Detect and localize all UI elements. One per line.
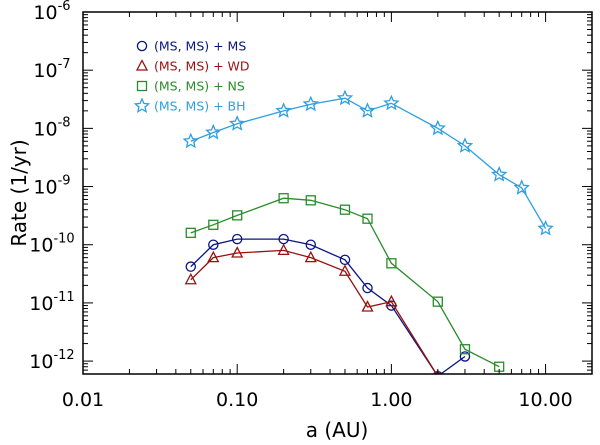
y-tick-label: 10-7 bbox=[33, 57, 70, 82]
x-axis-title: a (AU) bbox=[306, 418, 369, 442]
legend-label: (MS, MS) + NS bbox=[154, 79, 245, 94]
data-point-star bbox=[336, 89, 354, 106]
x-tick-label: 10.00 bbox=[518, 389, 572, 411]
plot-frame bbox=[82, 11, 593, 375]
legend-label: (MS, MS) + BH bbox=[154, 99, 246, 114]
data-point-triangle bbox=[277, 243, 290, 256]
data-point-star bbox=[182, 132, 200, 149]
data-point-star bbox=[383, 94, 400, 111]
data-point-star bbox=[228, 115, 246, 131]
data-point-star bbox=[429, 119, 447, 136]
data-point-triangle bbox=[385, 294, 398, 307]
y-tick-label: 10-10 bbox=[29, 232, 74, 257]
legend-label: (MS, MS) + MS bbox=[154, 39, 246, 54]
series-line bbox=[190, 97, 547, 229]
legend-item: (MS, MS) + MS bbox=[136, 39, 246, 54]
y-tick-labels: 10-12 10-11 10-10 10-9 10-8 10-7 10-6 bbox=[29, 0, 74, 373]
data-point-circle bbox=[362, 282, 373, 294]
data-point-circle bbox=[208, 239, 219, 250]
data-point-triangle bbox=[231, 246, 244, 258]
data-point-star bbox=[205, 123, 222, 140]
series bbox=[185, 193, 505, 372]
data-point-triangle bbox=[361, 300, 374, 312]
y-tick-label: 10-12 bbox=[29, 348, 74, 373]
x-tick-label: 1.00 bbox=[370, 389, 412, 411]
data-point-star bbox=[133, 97, 151, 114]
legend-item: (MS, MS) + BH bbox=[133, 97, 246, 114]
data-point-square bbox=[362, 213, 373, 224]
data-point-square bbox=[432, 296, 443, 307]
data-point-square bbox=[185, 227, 196, 239]
legend: (MS, MS) + MS (MS, MS) + WD (MS, MS) + NS (… bbox=[133, 39, 250, 114]
data-point-triangle bbox=[304, 250, 317, 263]
series bbox=[185, 233, 471, 374]
series bbox=[184, 243, 441, 374]
series-layer bbox=[182, 89, 554, 374]
y-axis-title: Rate (1/yr) bbox=[7, 139, 31, 246]
data-point-star bbox=[513, 179, 530, 195]
data-point-square bbox=[208, 219, 219, 230]
series-line bbox=[190, 197, 500, 368]
data-point-circle bbox=[231, 233, 243, 245]
data-point-triangle bbox=[135, 59, 149, 71]
data-point-star bbox=[302, 95, 319, 112]
data-point-star bbox=[456, 137, 474, 153]
y-tick-label: 10-8 bbox=[33, 115, 70, 140]
x-tick-label: 0.01 bbox=[62, 389, 104, 411]
data-point-square bbox=[278, 193, 289, 204]
y-tick-label: 10-6 bbox=[33, 0, 70, 24]
data-point-triangle bbox=[207, 250, 220, 263]
data-point-star bbox=[275, 102, 292, 118]
y-tick-label: 10-9 bbox=[33, 174, 70, 199]
data-point-star bbox=[490, 166, 508, 182]
legend-item: (MS, MS) + WD bbox=[135, 59, 250, 74]
data-point-triangle bbox=[338, 264, 352, 276]
data-point-square bbox=[386, 258, 397, 269]
data-point-star bbox=[359, 102, 376, 118]
data-point-triangle bbox=[184, 272, 197, 285]
series-line bbox=[190, 249, 438, 374]
data-point-square bbox=[232, 210, 243, 221]
ticks-layer bbox=[82, 11, 593, 375]
data-point-square bbox=[459, 344, 471, 355]
x-tick-labels: 0.01 0.10 1.00 10.00 bbox=[62, 389, 573, 411]
legend-label: (MS, MS) + WD bbox=[154, 59, 250, 74]
series-line bbox=[190, 238, 466, 374]
data-point-square bbox=[305, 195, 316, 206]
data-point-circle bbox=[185, 261, 197, 272]
data-point-circle bbox=[459, 351, 471, 362]
data-point-square bbox=[136, 80, 148, 92]
data-point-circle bbox=[305, 239, 317, 250]
y-tick-label: 10-11 bbox=[29, 290, 74, 315]
data-point-square bbox=[339, 204, 351, 215]
data-point-circle bbox=[136, 40, 148, 52]
x-tick-label: 0.10 bbox=[216, 389, 258, 411]
legend-item: (MS, MS) + NS bbox=[136, 79, 245, 94]
series bbox=[182, 89, 554, 236]
data-point-star bbox=[537, 219, 554, 236]
